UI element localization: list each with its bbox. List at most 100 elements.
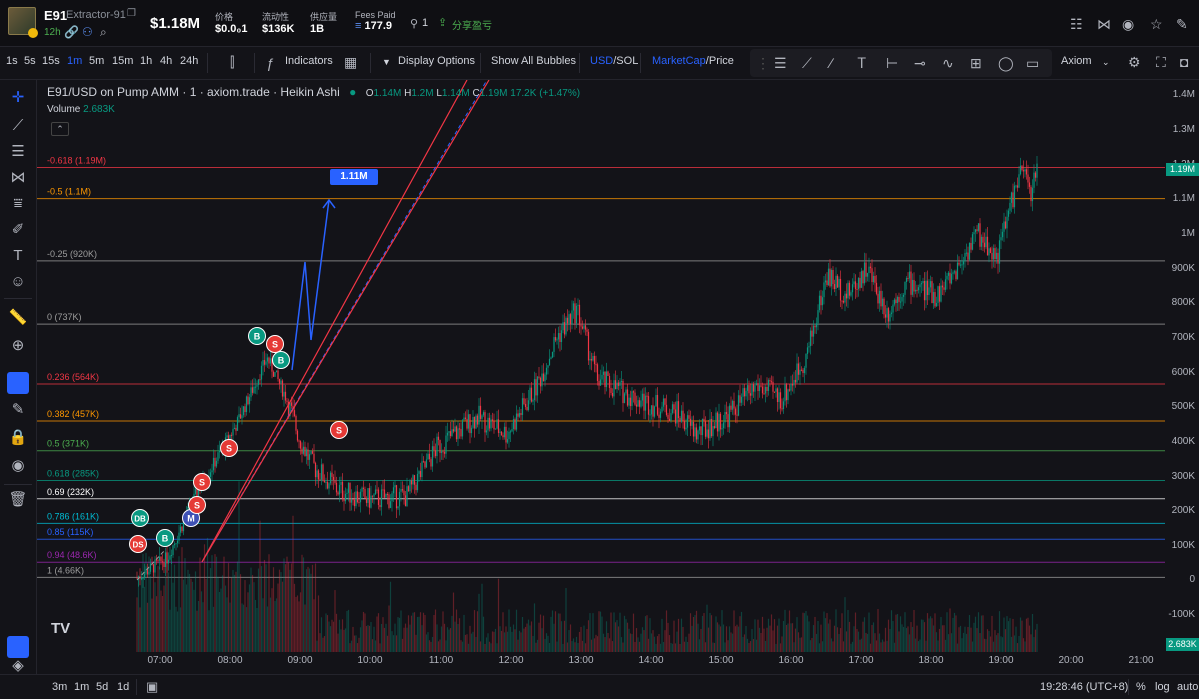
interval-1s[interactable]: 1s <box>6 55 18 67</box>
range-3m[interactable]: 3m <box>52 681 68 693</box>
interval-1m[interactable]: 1m <box>67 55 83 67</box>
projection-arrowhead[interactable] <box>322 198 336 209</box>
interval-24h[interactable]: 24h <box>180 55 199 67</box>
drag-handle-icon[interactable]: ⋮ <box>756 55 770 71</box>
interval-1h[interactable]: 1h <box>140 55 153 67</box>
object-tree-icon[interactable] <box>7 636 29 658</box>
trade-marker-sell[interactable] <box>188 496 206 514</box>
copy-icon[interactable]: ❐ <box>127 8 136 19</box>
token-name[interactable]: Extractor-91 <box>66 9 126 21</box>
interval-5s[interactable]: 5s <box>24 55 36 67</box>
crosshair-icon[interactable]: ✛ <box>11 89 25 106</box>
fib-levels-icon[interactable]: ⩸ <box>13 195 23 212</box>
pattern-icon[interactable]: ⋈ <box>10 169 26 186</box>
brush-icon[interactable]: ✐ <box>11 221 25 238</box>
trade-marker-sell[interactable] <box>193 473 211 491</box>
search-icon[interactable]: ⌕ <box>100 25 107 39</box>
trade-marker-buy[interactable] <box>131 509 149 527</box>
text-tool-icon[interactable]: Ꭲ <box>858 55 867 71</box>
metric-toggle[interactable]: MarketCap/Price <box>652 55 734 67</box>
interval-15m[interactable]: 15m <box>112 55 134 67</box>
share-icon[interactable]: ⇪ <box>438 17 448 29</box>
tradingview-logo-icon[interactable]: TV <box>51 620 71 637</box>
grid-frame-icon[interactable]: ⊞ <box>970 55 982 71</box>
channel-line-upper[interactable] <box>201 80 468 563</box>
trade-marker-buy[interactable] <box>248 327 266 345</box>
clock[interactable]: 19:28:46 (UTC+8) <box>1040 681 1129 693</box>
collapse-legend-button[interactable]: ⌃ <box>51 122 69 136</box>
ruler-icon[interactable]: 📏 <box>8 309 28 326</box>
link-icon[interactable]: 🔗 <box>64 25 79 39</box>
fib-retracement[interactable]: -0.618 (1.19M) -0.5 (1.1M) -0.25 (920K) 0 (… <box>37 155 1165 578</box>
log-toggle[interactable]: log <box>1155 681 1170 693</box>
chart-area[interactable]: -0.618 (1.19M) -0.5 (1.1M) -0.25 (920K) 0 (… <box>37 80 1165 652</box>
candle-body <box>976 229 978 231</box>
lock-icon[interactable]: 🔒 <box>8 429 28 446</box>
interval-15s[interactable]: 15s <box>42 55 60 67</box>
percent-toggle[interactable]: % <box>1136 681 1146 693</box>
share-icon[interactable]: ⋈ <box>1097 16 1111 32</box>
share-pnl-button[interactable]: 分享盈亏 <box>452 21 492 32</box>
price-axis[interactable]: 1.4M 1.3M 1.2M 1.1M 1M 900K 800K 700K 60… <box>1165 80 1199 652</box>
horizontal-lines-icon[interactable]: ☰ <box>774 55 787 71</box>
star-icon[interactable]: ☆ <box>1150 16 1163 32</box>
trash-icon[interactable]: 🗑 <box>8 491 28 508</box>
horizontal-lines-icon[interactable]: ☰ <box>11 143 25 160</box>
eye-icon[interactable]: ◉ <box>1122 16 1135 32</box>
trade-marker-sell[interactable] <box>220 439 238 457</box>
emoji-icon[interactable]: ☺ <box>10 273 26 290</box>
gear-icon[interactable]: ⚙ <box>1128 54 1141 70</box>
interval-5m[interactable]: 5m <box>89 55 105 67</box>
token-avatar[interactable] <box>8 7 36 35</box>
range-5d[interactable]: 5d <box>96 681 109 693</box>
trade-marker-sell[interactable] <box>266 335 284 353</box>
range-1m[interactable]: 1m <box>74 681 90 693</box>
display-options-button[interactable]: Display Options <box>398 55 476 67</box>
edit-icon[interactable]: ✎ <box>1176 16 1188 32</box>
channel-line-lower[interactable] <box>201 80 490 563</box>
candle-type-icon[interactable]: ⫿ <box>230 54 235 70</box>
line-point-icon[interactable]: ⊸ <box>914 55 926 71</box>
price-chart[interactable]: -0.618 (1.19M) -0.5 (1.1M) -0.25 (920K) 0 (… <box>37 80 1165 652</box>
trade-marker-buy[interactable] <box>272 351 290 369</box>
trend-line-icon[interactable]: ⟋ <box>802 55 812 71</box>
drawings[interactable] <box>136 80 490 581</box>
currency-toggle[interactable]: USD/SOL <box>590 55 639 67</box>
legend-title[interactable]: E91/USD on Pump AMM · 1 · axiom.trade · … <box>47 85 340 99</box>
indicators-icon[interactable]: ƒ <box>266 55 274 71</box>
chevron-down-icon[interactable]: ⌄ <box>1102 57 1110 67</box>
range-1d[interactable]: 1d <box>117 681 130 693</box>
settings-list-icon[interactable]: ☷ <box>1070 16 1083 32</box>
trade-marker-sell[interactable] <box>129 535 147 553</box>
ray-icon[interactable]: ∕ <box>830 55 833 71</box>
eye-icon[interactable]: ◉ <box>11 457 25 474</box>
show-bubbles-button[interactable]: Show All Bubbles <box>491 55 576 67</box>
zoom-in-icon[interactable]: ⊕ <box>11 337 25 354</box>
time-axis[interactable]: 07:00 08:00 09:00 10:00 11:00 12:00 13:0… <box>37 652 1165 672</box>
people-icon[interactable]: ⚇ <box>82 25 93 39</box>
fullscreen-icon[interactable]: ⛶ <box>1156 54 1166 70</box>
text-icon[interactable]: T <box>13 247 23 264</box>
pattern-icon[interactable]: ∿ <box>942 55 954 71</box>
layers-icon[interactable]: ◈ <box>12 657 24 674</box>
measure-icon[interactable]: ⊢ <box>886 55 899 71</box>
trade-marker-buy[interactable] <box>156 529 174 547</box>
candle-body <box>494 428 497 430</box>
calendar-icon[interactable]: ▣ <box>146 679 159 694</box>
layout-grid-icon[interactable]: ▦ <box>344 54 358 70</box>
projection-path[interactable] <box>291 199 330 371</box>
volume-bar <box>421 625 423 652</box>
ellipse-icon[interactable]: ◯ <box>998 55 1014 71</box>
camera-icon[interactable]: ◘ <box>1180 54 1189 70</box>
comment-icon[interactable]: ▭ <box>1026 55 1040 71</box>
trend-line-icon[interactable]: ⟋ <box>12 117 24 134</box>
lock-drawing-icon[interactable]: ✎ <box>11 401 25 418</box>
auto-toggle[interactable]: auto <box>1177 681 1199 693</box>
provider-select[interactable]: Axiom <box>1061 55 1092 67</box>
trade-marker-sell[interactable] <box>330 421 348 439</box>
projection-label[interactable]: 1.11M <box>330 169 378 185</box>
magnet-icon[interactable] <box>7 372 29 394</box>
interval-4h[interactable]: 4h <box>160 55 173 67</box>
indicators-button[interactable]: Indicators <box>285 55 333 67</box>
